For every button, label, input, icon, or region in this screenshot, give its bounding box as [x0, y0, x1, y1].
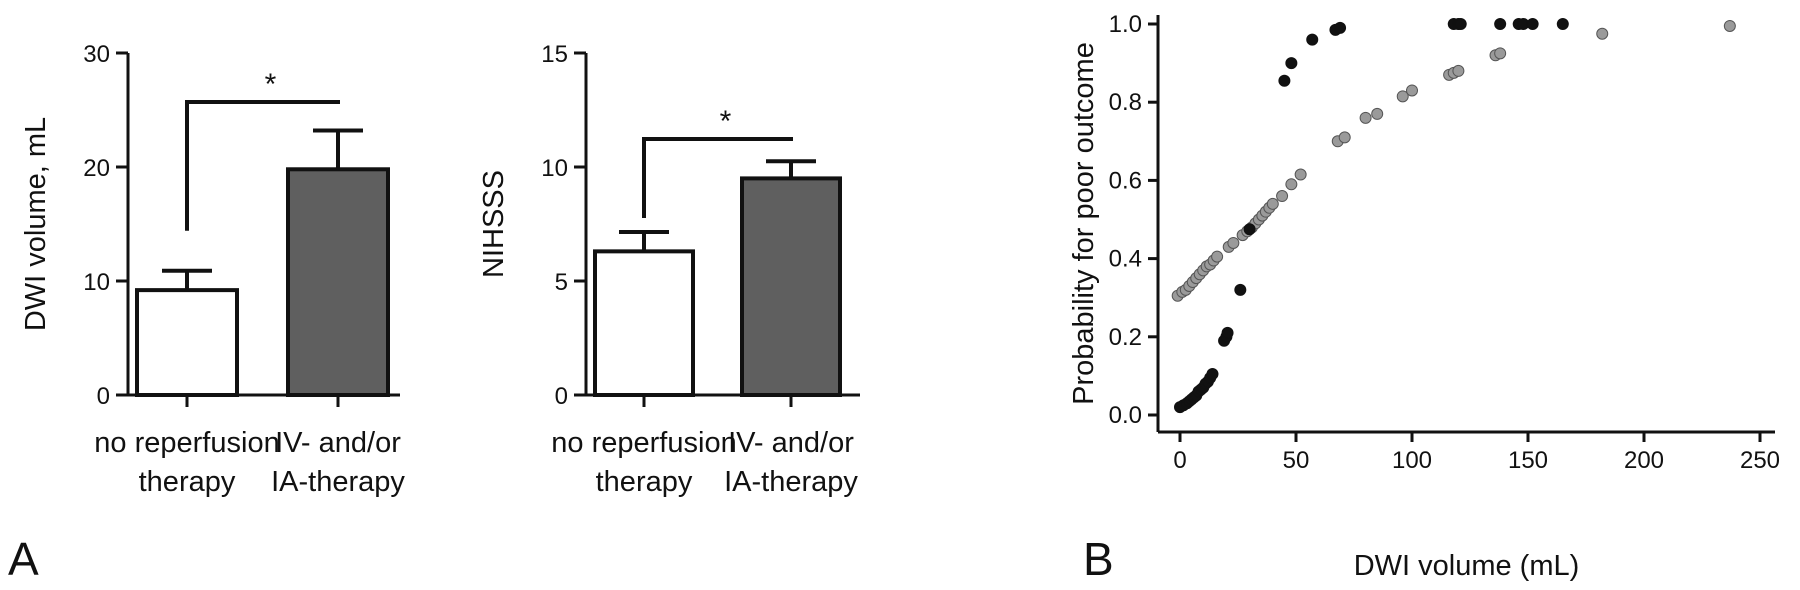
category-label: therapy	[139, 466, 236, 498]
scatter-point-gray	[1723, 19, 1736, 32]
panel-label-a: A	[8, 533, 39, 585]
scatter-point-black	[1278, 74, 1291, 87]
scatter-chart-probability: 0.0 0.2 0.4 0.6 0.8 1.0 0 50 100 150 200 250 DWI vol…	[1068, 11, 1780, 582]
significance-bracket	[185, 100, 340, 231]
y-tick-label: 0	[555, 383, 568, 410]
scatter-point-black	[1494, 18, 1507, 30]
scatter-point-black	[1334, 21, 1347, 34]
y-tick-label: 0.8	[1109, 89, 1142, 116]
scatter-point-gray	[1396, 90, 1409, 103]
category-label: IV- and/or	[728, 427, 854, 459]
y-axis-label: Probability for poor outcome	[1068, 42, 1100, 405]
x-axis-label: DWI volume (mL)	[1354, 550, 1580, 582]
y-tick-label: 0	[97, 383, 110, 410]
y-tick-label: 5	[555, 269, 568, 296]
scatter-point-gray	[1371, 107, 1384, 120]
bar-iv-ia-therapy	[286, 167, 390, 397]
y-tick-label: 15	[541, 41, 568, 68]
scatter-point-black	[1526, 18, 1539, 30]
x-tick-label: 50	[1283, 447, 1310, 474]
bar-chart-nihsss: 0 5 10 15 NIHSSS no reperfusion therapy IV- and…	[478, 41, 860, 498]
scatter-point-black	[1206, 367, 1219, 380]
scatter-point-black	[1221, 326, 1234, 339]
y-tick-label: 0.4	[1109, 246, 1142, 273]
category-label: no reperfusion	[94, 427, 279, 459]
scatter-point-gray	[1266, 197, 1279, 210]
scatter-point-gray	[1211, 250, 1224, 263]
y-axis-label: DWI volume, mL	[20, 117, 52, 331]
scatter-point-black	[1556, 18, 1569, 30]
y-axis-label: NIHSSS	[478, 170, 510, 278]
significance-marker: *	[720, 105, 732, 138]
category-label: IA-therapy	[724, 466, 858, 498]
x-tick-label: 0	[1173, 447, 1186, 474]
bar-chart-dwi-volume: 0 10 20 30 DWI volume, mL no reperfusion thera…	[20, 41, 405, 498]
scatter-point-gray	[1227, 236, 1240, 249]
y-tick-label: 20	[83, 155, 110, 182]
x-tick-label: 200	[1624, 447, 1664, 474]
scatter-point-gray	[1596, 27, 1609, 40]
y-tick-label: 0.6	[1109, 167, 1142, 194]
scatter-point-gray	[1285, 178, 1298, 191]
scatter-point-gray	[1406, 84, 1418, 97]
category-label: no reperfusion	[551, 427, 736, 459]
scatter-point-black	[1306, 33, 1319, 46]
y-tick-label: 10	[541, 155, 568, 182]
scatter-point-gray	[1452, 64, 1465, 77]
panel-label-b: B	[1083, 533, 1114, 585]
x-tick-label: 150	[1508, 447, 1548, 474]
y-tick-label: 10	[83, 269, 110, 296]
y-tick-label: 0.0	[1109, 402, 1142, 429]
category-label: therapy	[596, 466, 693, 498]
scatter-point-gray	[1494, 47, 1507, 60]
scatter-point-black	[1285, 57, 1298, 70]
category-label: IA-therapy	[271, 466, 405, 498]
bar-no-reperfusion	[135, 288, 239, 397]
scatter-point-gray	[1294, 168, 1307, 181]
significance-bracket	[642, 137, 793, 218]
scatter-point-gray	[1276, 190, 1289, 203]
significance-marker: *	[265, 68, 277, 101]
scatter-point-black	[1454, 18, 1467, 30]
category-label: IV- and/or	[275, 427, 401, 459]
bar-no-reperfusion	[593, 249, 695, 397]
y-tick-label: 30	[83, 41, 110, 68]
y-tick-label: 1.0	[1109, 11, 1142, 38]
scatter-point-black	[1243, 223, 1256, 236]
bar-iv-ia-therapy	[740, 176, 842, 397]
scatter-point-gray	[1359, 111, 1372, 124]
y-tick-label: 0.2	[1109, 324, 1142, 351]
x-tick-label: 250	[1740, 447, 1780, 474]
scatter-point-gray	[1338, 131, 1351, 144]
x-tick-label: 100	[1392, 447, 1432, 474]
scatter-point-black	[1234, 283, 1247, 296]
